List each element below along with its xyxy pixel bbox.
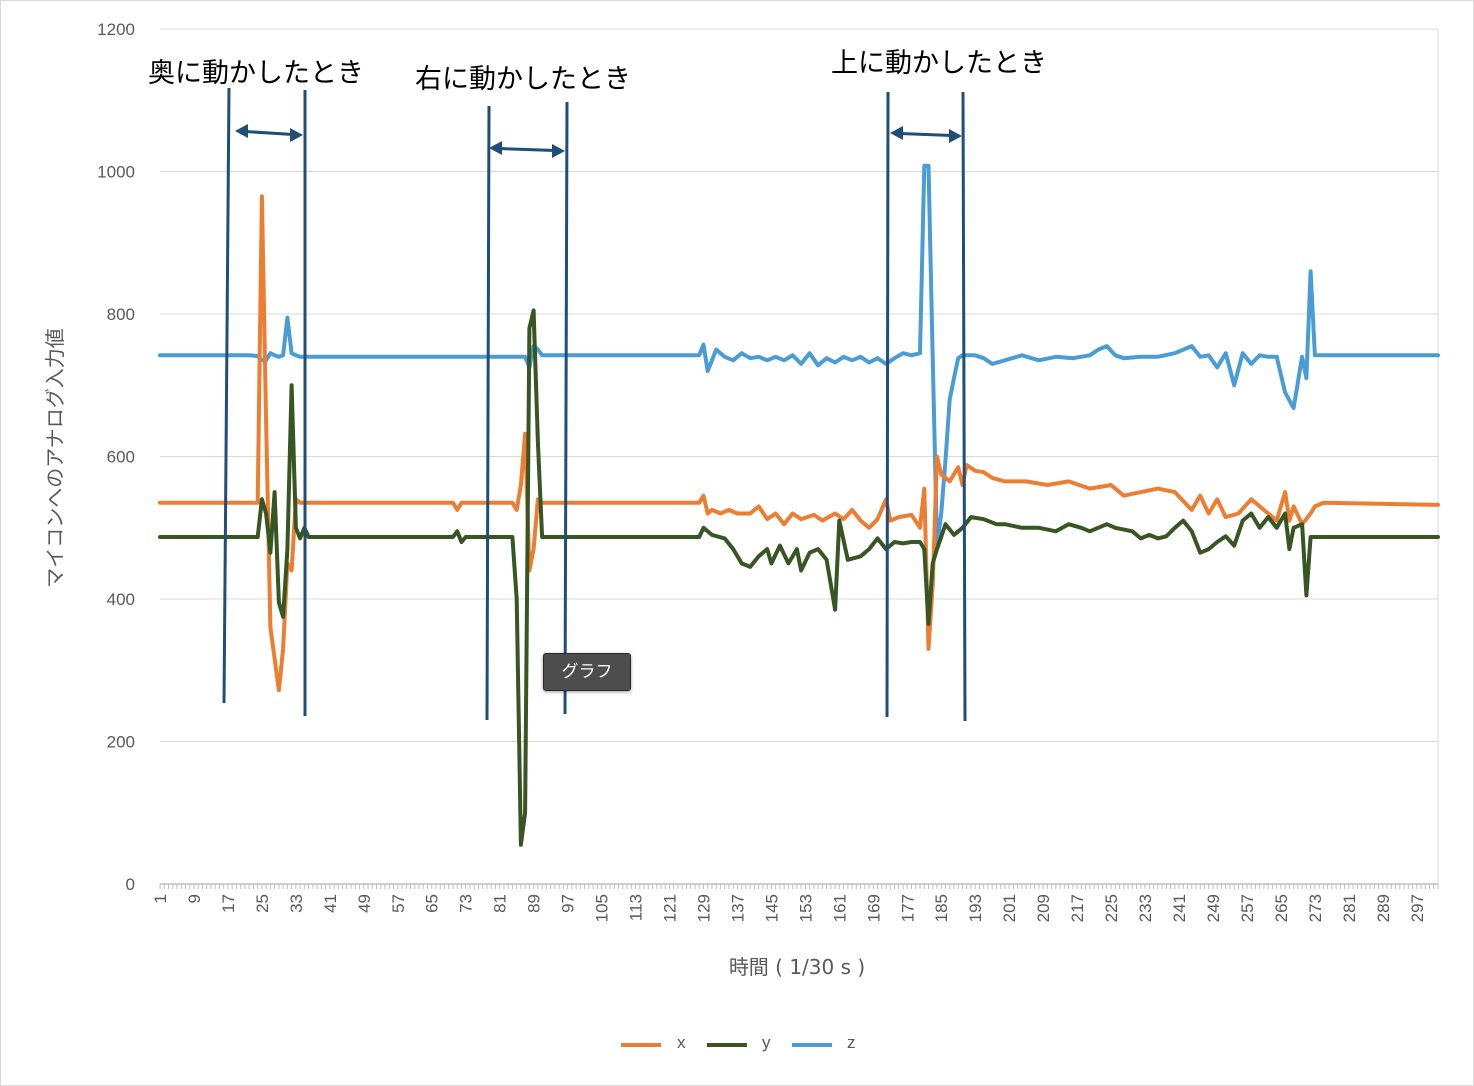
- legend-label-y: y: [762, 1033, 771, 1052]
- x-tick-label: 9: [185, 894, 204, 903]
- arrow-head-left: [489, 141, 502, 155]
- series-line-x: [158, 194, 1440, 693]
- annotation-arrow: [498, 147, 556, 152]
- divider-line: [485, 105, 491, 721]
- x-tick-label: 177: [898, 894, 917, 922]
- x-tick-label: 233: [1136, 894, 1155, 922]
- x-tick-label: 97: [559, 894, 578, 913]
- y-tick-label: 200: [107, 733, 135, 752]
- divider-line: [222, 87, 231, 704]
- annotation-label: 奥に動かしたとき: [148, 58, 364, 89]
- x-tick-label: 49: [355, 894, 374, 913]
- x-tick-label: 265: [1272, 894, 1291, 922]
- x-tick-label: 201: [1000, 894, 1019, 922]
- x-tick-label: 73: [457, 894, 476, 913]
- arrow-head-right: [552, 144, 565, 158]
- x-tick-label: 241: [1170, 894, 1189, 922]
- x-tick-label: 217: [1068, 894, 1087, 922]
- legend-label-z: z: [847, 1033, 856, 1052]
- x-tick-label: 193: [966, 894, 985, 922]
- x-tick-label: 281: [1340, 894, 1359, 922]
- x-tick-label: 57: [389, 894, 408, 913]
- y-tick-label: 1200: [97, 20, 135, 39]
- x-tick-label: 113: [627, 894, 646, 921]
- x-tick-label: 185: [932, 894, 951, 922]
- y-tick-label: 1000: [97, 163, 135, 182]
- x-tick-label: 137: [728, 894, 747, 922]
- annotation-label: 上に動かしたとき: [831, 48, 1047, 79]
- series-x: [158, 194, 1440, 693]
- annotation-label: 右に動かしたとき: [415, 64, 631, 95]
- x-tick-label: 257: [1238, 894, 1257, 922]
- x-tick-label: 273: [1306, 894, 1325, 922]
- x-tick-label: 129: [694, 894, 713, 922]
- x-tick-label: 169: [864, 894, 883, 922]
- series-line-y: [158, 308, 1440, 847]
- x-tick-label: 81: [491, 894, 510, 913]
- annotation-arrow: [244, 130, 294, 136]
- chart-tooltip: グラフ: [543, 653, 631, 691]
- x-tick-label: 17: [219, 894, 238, 913]
- x-tick-label: 65: [423, 894, 442, 913]
- series-line-z: [158, 163, 1440, 548]
- x-tick-label: 249: [1204, 894, 1223, 922]
- arrow-head-left: [235, 124, 248, 138]
- y-axis-title: マイコンへのアナログ入力値: [43, 328, 67, 588]
- x-tick-label: 89: [525, 894, 544, 913]
- x-tick-label: 1: [151, 894, 170, 903]
- x-tick-label: 25: [253, 894, 272, 913]
- x-tick-label: 289: [1374, 894, 1393, 922]
- arrow-head-left: [890, 126, 903, 140]
- divider-line: [563, 101, 569, 715]
- divider-line: [885, 91, 890, 718]
- x-tick-label: 145: [762, 894, 781, 922]
- x-tick-label: 41: [321, 894, 340, 913]
- y-tick-label: 400: [107, 590, 135, 609]
- annotation-arrow: [899, 132, 953, 137]
- x-tick-label: 225: [1102, 894, 1121, 922]
- x-tick-label: 105: [593, 894, 612, 922]
- x-tick-label: 161: [830, 894, 849, 922]
- x-tick-label: 121: [661, 894, 680, 922]
- divider-line: [961, 91, 967, 722]
- x-axis-title: 時間 ( 1/30 s ): [729, 955, 865, 979]
- y-tick-label: 800: [107, 305, 135, 324]
- legend-label-x: x: [677, 1033, 686, 1052]
- series-y: [158, 308, 1440, 847]
- series-z: [158, 163, 1440, 548]
- x-tick-label: 209: [1034, 894, 1053, 922]
- y-tick-label: 0: [126, 875, 135, 894]
- arrow-head-right: [290, 128, 303, 142]
- y-tick-label: 600: [107, 448, 135, 467]
- x-tick-label: 153: [796, 894, 815, 922]
- x-tick-label: 33: [287, 894, 306, 913]
- x-tick-label: 297: [1408, 894, 1427, 922]
- arrow-head-right: [949, 129, 962, 143]
